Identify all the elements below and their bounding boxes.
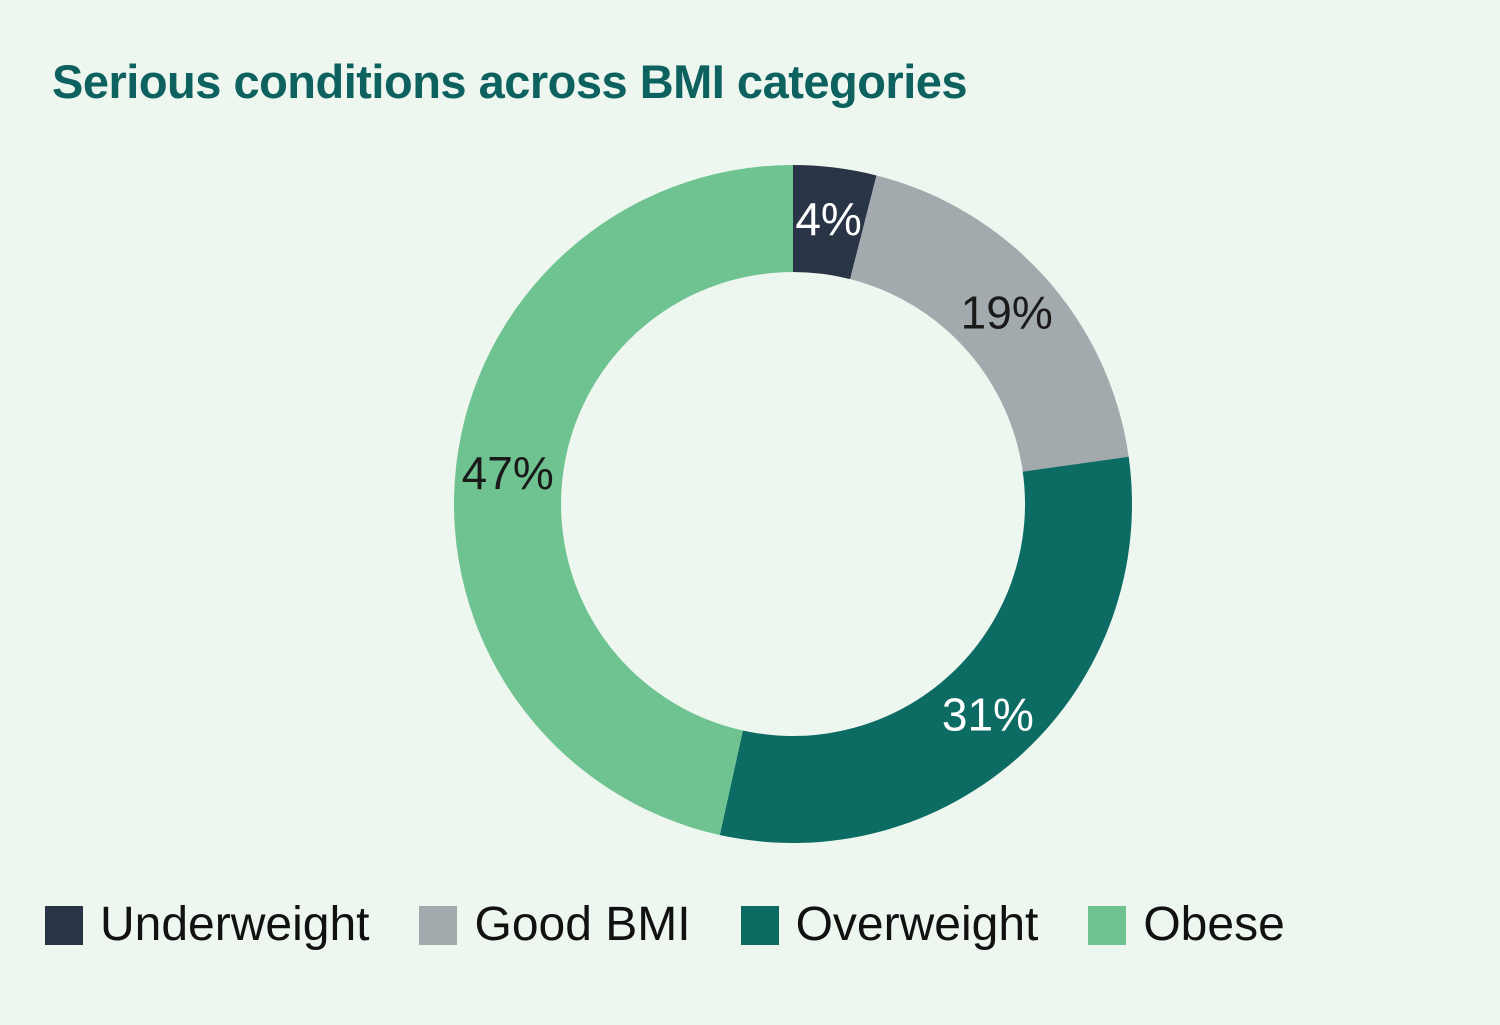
legend-swatch-obese: [1088, 905, 1127, 945]
donut-slice-underweight[interactable]: [793, 165, 877, 280]
legend-label-good-bmi: Good BMI: [474, 898, 691, 951]
legend-label-underweight: Underweight: [100, 898, 370, 951]
slice-percentage-label-underweight: 4%: [795, 193, 861, 245]
legend-item-underweight[interactable]: Underweight: [45, 901, 369, 949]
chart-legend: Underweight Good BMI Overweight Obese: [45, 901, 1285, 949]
donut-slice-good-bmi[interactable]: [850, 175, 1129, 472]
legend-item-overweight[interactable]: Overweight: [740, 898, 1039, 951]
legend-label-obese: Obese: [1143, 898, 1285, 951]
slice-percentage-label-obese: 47%: [462, 447, 554, 499]
donut-chart: 4% 19% 31% 47%: [453, 165, 1132, 844]
legend-swatch-good-bmi: [419, 905, 458, 945]
chart-title: Serious conditions across BMI categories: [52, 55, 968, 108]
donut-slice-overweight[interactable]: [719, 456, 1132, 844]
legend-item-good-bmi[interactable]: Good BMI: [419, 898, 691, 951]
legend-label-overweight: Overweight: [795, 898, 1039, 951]
legend-swatch-underweight: [45, 905, 83, 945]
slice-percentage-label-overweight: 31%: [942, 689, 1034, 741]
donut-slice-obese[interactable]: [453, 165, 793, 835]
legend-swatch-overweight: [740, 905, 779, 945]
slice-percentage-label-good-bmi: 19%: [961, 286, 1053, 338]
legend-item-obese[interactable]: Obese: [1088, 898, 1285, 951]
